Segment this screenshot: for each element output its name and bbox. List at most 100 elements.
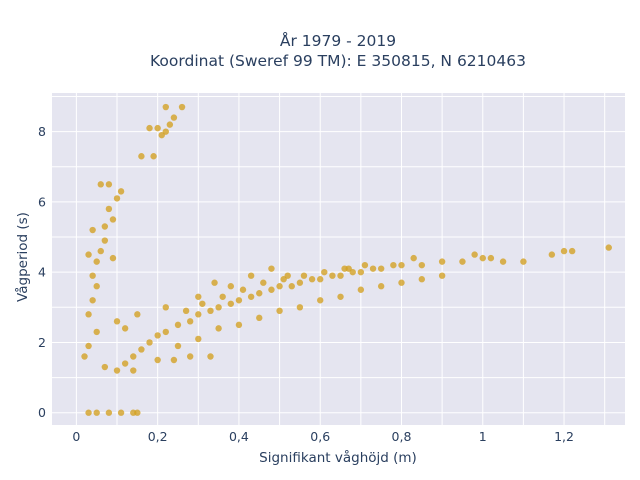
data-point <box>296 279 304 286</box>
data-point <box>300 272 308 279</box>
data-point <box>138 153 145 160</box>
x-axis-title: Signifikant våghöjd (m) <box>259 449 417 466</box>
data-point <box>85 251 92 258</box>
data-point <box>268 265 275 272</box>
data-point <box>89 272 96 279</box>
data-point <box>113 367 121 374</box>
data-point <box>227 283 235 290</box>
y-tick-label: 0 <box>38 405 46 420</box>
data-point <box>81 353 88 360</box>
data-point <box>85 342 92 350</box>
y-tick-label: 2 <box>38 335 46 350</box>
x-tick-label: 0,8 <box>392 429 412 444</box>
data-point <box>548 251 556 258</box>
data-point <box>239 286 247 293</box>
data-point <box>357 268 365 276</box>
data-point <box>97 181 104 188</box>
data-point <box>85 311 92 318</box>
data-point <box>117 409 125 416</box>
data-point <box>219 293 226 300</box>
data-point <box>207 307 214 315</box>
data-point <box>207 353 214 360</box>
data-point <box>276 307 283 315</box>
data-point <box>438 258 446 265</box>
x-tick-label: 1,2 <box>554 429 574 444</box>
data-point <box>178 103 186 111</box>
data-point <box>154 124 161 132</box>
data-point <box>93 283 100 290</box>
data-point <box>93 258 100 265</box>
data-point <box>146 339 153 346</box>
chart-subtitle: Koordinat (Sweref 99 TM): E 350815, N 62… <box>150 52 526 70</box>
data-point <box>369 265 377 272</box>
data-point <box>109 254 117 262</box>
data-point <box>329 272 336 279</box>
data-point <box>398 279 405 286</box>
data-point <box>520 258 527 265</box>
data-point <box>377 265 385 272</box>
data-point <box>174 321 182 329</box>
x-tick-label: 0,4 <box>229 429 249 444</box>
data-point <box>182 307 190 315</box>
data-point <box>487 254 495 262</box>
gridlines <box>52 93 625 425</box>
data-point <box>105 205 113 213</box>
data-point <box>170 356 178 364</box>
data-point <box>235 321 243 329</box>
data-point <box>162 328 169 336</box>
data-point <box>195 335 202 343</box>
data-point <box>308 276 316 283</box>
data-point <box>357 286 365 293</box>
data-point <box>471 251 478 258</box>
data-point <box>288 283 295 290</box>
data-point <box>211 279 218 286</box>
data-point <box>97 247 104 255</box>
y-axis-title: Vågperiod (s) <box>14 212 31 302</box>
data-point <box>390 261 397 269</box>
data-point <box>101 363 109 371</box>
data-point <box>101 223 109 230</box>
data-point <box>568 247 576 255</box>
data-point <box>134 311 141 318</box>
data-point <box>134 409 141 416</box>
data-point <box>418 261 426 269</box>
data-point <box>166 121 174 128</box>
data-point <box>418 276 426 283</box>
x-tick-label: 0,2 <box>148 429 168 444</box>
data-point <box>162 304 169 311</box>
data-point <box>605 244 612 251</box>
x-tick-label: 1 <box>479 429 487 444</box>
data-point <box>150 153 157 160</box>
data-point <box>479 254 486 262</box>
data-point <box>260 279 267 286</box>
data-point <box>105 409 113 416</box>
data-point <box>227 300 235 307</box>
data-points <box>81 103 612 416</box>
data-point <box>499 258 507 265</box>
data-point <box>341 265 348 272</box>
data-point <box>89 297 96 304</box>
data-point <box>162 103 169 111</box>
x-tick-label: 0,6 <box>310 429 330 444</box>
data-point <box>101 237 109 244</box>
data-point <box>256 314 263 322</box>
y-tick-label: 4 <box>38 265 46 280</box>
data-point <box>337 293 344 300</box>
data-point <box>186 353 194 360</box>
data-point <box>199 300 206 307</box>
data-point <box>195 293 202 300</box>
data-point <box>317 276 324 283</box>
data-point <box>247 293 255 300</box>
data-point <box>215 325 222 332</box>
data-point <box>186 318 194 325</box>
data-point <box>268 286 275 293</box>
data-point <box>195 311 202 318</box>
x-tick-labels: 0 0,2 0,4 0,6 0,8 1 1,2 <box>72 429 574 444</box>
data-point <box>560 247 568 255</box>
data-point <box>93 409 100 416</box>
data-point <box>105 181 113 188</box>
data-point <box>130 367 137 374</box>
data-point <box>256 290 263 297</box>
data-point <box>89 226 96 234</box>
